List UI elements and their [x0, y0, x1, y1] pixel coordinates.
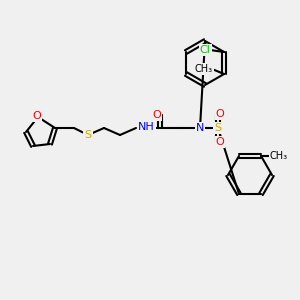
Text: N: N — [196, 123, 204, 133]
Text: O: O — [153, 110, 161, 120]
Text: S: S — [214, 123, 222, 133]
Text: NH: NH — [138, 122, 155, 132]
Text: S: S — [84, 130, 92, 140]
Text: Cl: Cl — [200, 45, 211, 55]
Text: O: O — [216, 109, 224, 119]
Text: O: O — [33, 111, 41, 121]
Text: CH₃: CH₃ — [270, 151, 288, 161]
Text: CH₃: CH₃ — [195, 64, 213, 74]
Text: O: O — [216, 137, 224, 147]
